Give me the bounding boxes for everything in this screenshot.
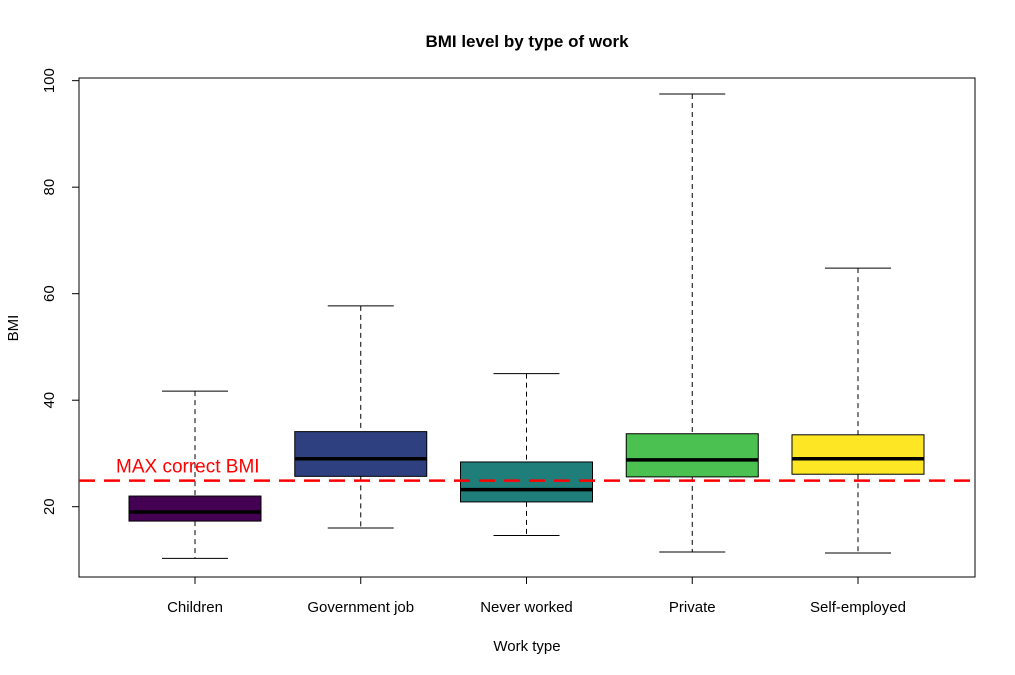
reference-line-label: MAX correct BMI [116, 457, 260, 478]
x-tick-label: Private [669, 599, 716, 616]
x-axis: Children Government job Never worked Privat… [167, 576, 906, 616]
y-tick-label: 100 [41, 68, 58, 93]
x-tick-label: Never worked [480, 599, 573, 616]
box-children [128, 390, 262, 559]
y-axis: 20 40 60 80 100 [41, 68, 80, 515]
y-axis-label: BMI [5, 315, 22, 342]
reference-line-group: MAX correct BMI [79, 457, 975, 482]
x-tick-label: Self-employed [810, 599, 906, 616]
box-iqr [128, 495, 262, 522]
y-tick-label: 40 [41, 392, 58, 409]
chart-title: BMI level by type of work [425, 32, 629, 51]
y-tick-label: 60 [41, 285, 58, 302]
box-iqr [625, 433, 759, 478]
box-iqr [791, 434, 925, 475]
box-government-job [294, 305, 428, 529]
y-tick-label: 80 [41, 179, 58, 196]
y-tick-label: 20 [41, 498, 58, 515]
box-iqr [294, 431, 428, 477]
box-self-employed [791, 267, 925, 554]
box-iqr [460, 461, 593, 503]
box-never-worked [460, 373, 593, 536]
x-tick-label: Government job [307, 599, 414, 616]
x-tick-label: Children [167, 599, 223, 616]
box-group [128, 93, 925, 559]
box-private [625, 93, 759, 553]
x-axis-label: Work type [493, 638, 560, 655]
